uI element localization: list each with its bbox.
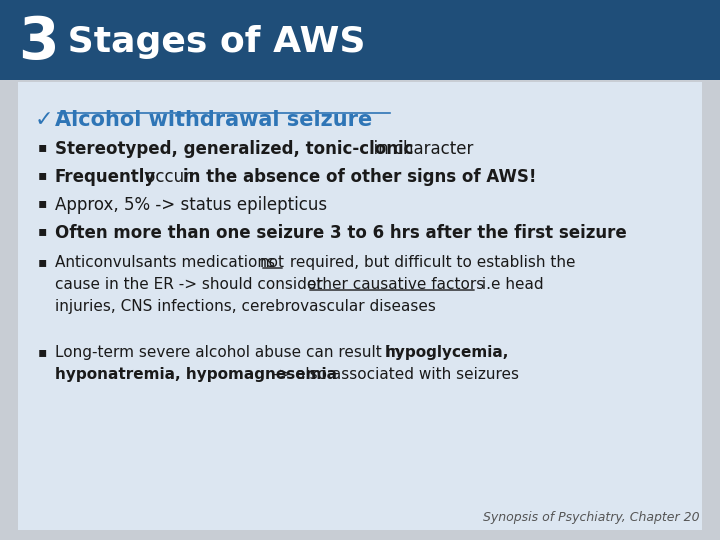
Text: Frequently: Frequently	[55, 168, 156, 186]
Text: Stereotyped, generalized, tonic-clonic: Stereotyped, generalized, tonic-clonic	[55, 140, 413, 158]
Text: required, but difficult to establish the: required, but difficult to establish the	[285, 255, 575, 270]
Text: in character: in character	[363, 140, 473, 158]
FancyBboxPatch shape	[18, 82, 702, 530]
Text: ▪: ▪	[38, 255, 48, 269]
Text: Alcohol withdrawal seizure: Alcohol withdrawal seizure	[55, 110, 372, 130]
Text: ▪: ▪	[38, 140, 48, 154]
Text: Long-term severe alcohol abuse can result in: Long-term severe alcohol abuse can resul…	[55, 345, 405, 360]
Text: Approx, 5% -> status epilepticus: Approx, 5% -> status epilepticus	[55, 196, 327, 214]
Text: ✓: ✓	[35, 110, 53, 130]
Text: Stages of AWS: Stages of AWS	[55, 25, 366, 59]
Text: hyponatremia, hypomagnesemia: hyponatremia, hypomagnesemia	[55, 367, 337, 382]
Text: ▪: ▪	[38, 196, 48, 210]
Text: ▪: ▪	[38, 224, 48, 238]
Text: Anticonvulsants medications: Anticonvulsants medications	[55, 255, 280, 270]
FancyBboxPatch shape	[0, 0, 720, 80]
Text: -> also associated with seizures: -> also associated with seizures	[268, 367, 519, 382]
Text: hypoglycemia,: hypoglycemia,	[385, 345, 509, 360]
Text: injuries, CNS infections, cerebrovascular diseases: injuries, CNS infections, cerebrovascula…	[55, 299, 436, 314]
Text: ▪: ▪	[38, 168, 48, 182]
Text: occur: occur	[140, 168, 197, 186]
Text: other causative factors: other causative factors	[307, 277, 485, 292]
Text: Often more than one seizure 3 to 6 hrs after the first seizure: Often more than one seizure 3 to 6 hrs a…	[55, 224, 626, 242]
Text: i.e head: i.e head	[477, 277, 544, 292]
Text: ▪: ▪	[38, 345, 48, 359]
Text: 3: 3	[18, 14, 58, 71]
Text: not: not	[260, 255, 285, 270]
Text: Synopsis of Psychiatry, Chapter 20: Synopsis of Psychiatry, Chapter 20	[483, 511, 700, 524]
Text: in the absence of other signs of AWS!: in the absence of other signs of AWS!	[183, 168, 536, 186]
Text: cause in the ER -> should consider: cause in the ER -> should consider	[55, 277, 328, 292]
